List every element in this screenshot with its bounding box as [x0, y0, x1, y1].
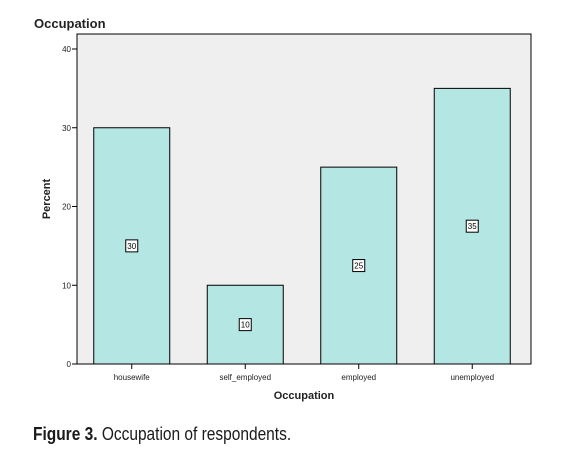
y-tick-label: 20 — [62, 203, 71, 212]
data-label: 10 — [241, 321, 250, 330]
y-tick-label: 40 — [62, 45, 71, 54]
y-axis: 0 10 20 30 40 — [62, 45, 77, 369]
x-tick-label: self_employed — [219, 373, 271, 382]
y-tick-label: 30 — [62, 124, 71, 133]
data-label-box — [352, 259, 366, 273]
x-axis: housewife self_employed employed unemployed — [114, 364, 494, 382]
data-label: 30 — [127, 242, 136, 251]
figure-label: Figure 3. — [33, 424, 98, 444]
y-tick-label: 0 — [67, 360, 72, 369]
y-axis-label: Percent — [41, 178, 53, 219]
x-axis-label: Occupation — [274, 390, 335, 402]
bar-chart: Occupation 0 10 20 30 40 30 10 25 35 housewife s… — [34, 16, 532, 402]
bars: 30 10 25 35 — [93, 87, 511, 365]
chart-title: Occupation — [34, 16, 106, 31]
x-tick-label: housewife — [114, 373, 151, 382]
x-tick-label: unemployed — [450, 373, 494, 382]
x-tick-label: employed — [341, 373, 376, 382]
data-label-box — [125, 239, 139, 253]
figure-caption-text: Occupation of respondents. — [97, 424, 292, 444]
y-tick-label: 10 — [62, 281, 71, 290]
data-label-box — [465, 219, 479, 233]
data-label: 25 — [354, 262, 363, 271]
figure-caption: Figure 3. Occupation of respondents. — [33, 424, 291, 445]
data-label: 35 — [468, 222, 477, 231]
data-label-box — [238, 318, 252, 332]
